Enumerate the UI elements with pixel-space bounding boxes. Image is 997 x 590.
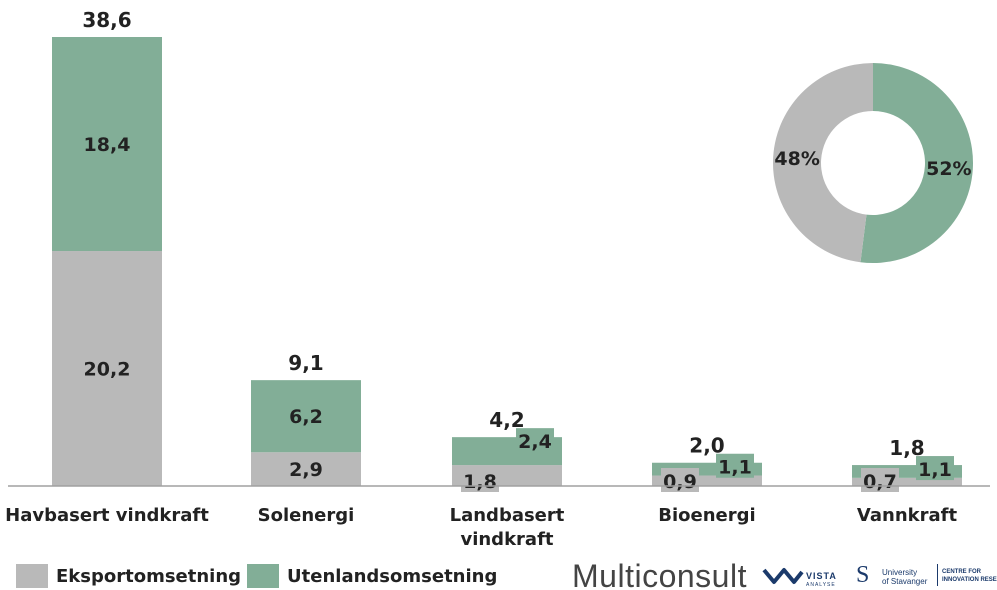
donut-label-1: 48% <box>774 148 819 170</box>
chart-area: 20,218,438,62,96,29,11,82,44,20,91,12,00… <box>5 8 990 550</box>
logo-divider <box>937 564 938 586</box>
uis-logo-line-2: of Stavanger <box>882 577 928 586</box>
cir-logo-text: CENTRE FOR INNOVATION RESEARCH <box>942 568 997 584</box>
total-label-1: 9,1 <box>288 351 323 375</box>
logo-strip: Multiconsult VISTA ANALYSE S University … <box>572 558 997 590</box>
uis-logo-line-1: University <box>882 568 918 577</box>
legend-swatch-eksport <box>16 564 48 588</box>
legend-swatch-utenlands <box>247 564 280 588</box>
label-eksport-4-box <box>861 468 899 492</box>
total-label-3: 2,0 <box>689 434 724 458</box>
label-eksport-3-box <box>661 468 699 492</box>
x-tick-label-3: Bioenergi <box>658 505 755 526</box>
label-eksport-4: 0,7 <box>863 471 897 493</box>
label-eksport-0: 20,2 <box>84 359 131 381</box>
multiconsult-logo: Multiconsult <box>572 558 747 590</box>
cir-logo-line-2: INNOVATION RESEARCH <box>942 577 997 583</box>
label-utenlands-2-box <box>516 428 554 453</box>
x-tick-label-2: Landbasert vindkraft <box>450 505 565 550</box>
donut-chart: 52% 48% <box>773 63 974 263</box>
label-utenlands-3: 1,1 <box>718 457 752 479</box>
donut-slice-1 <box>773 63 873 263</box>
uis-logo-text: University of Stavanger <box>882 568 927 586</box>
label-utenlands-0: 18,4 <box>84 134 131 156</box>
total-label-4: 1,8 <box>889 436 924 460</box>
x-axis-labels: Havbasert vindkraft Solenergi Landbasert vi… <box>5 505 957 550</box>
donut-slice-0 <box>860 63 974 263</box>
vista-logo-subtext: ANALYSE <box>806 582 836 588</box>
legend-item-utenlands: Utenlandsomsetning <box>247 564 497 588</box>
vista-logo-text: VISTA <box>806 571 837 581</box>
label-eksport-3: 0,9 <box>663 471 697 493</box>
legend-label-eksport: Eksportomsetning <box>56 565 242 587</box>
x-tick-label-1: Solenergi <box>258 505 355 526</box>
label-eksport-1: 2,9 <box>289 459 323 481</box>
x-tick-label-4: Vannkraft <box>857 505 958 526</box>
label-eksport-2-box <box>461 468 499 492</box>
bar-eksport-1 <box>251 452 361 486</box>
label-utenlands-4-box <box>916 456 954 481</box>
label-eksport-2: 1,8 <box>463 471 497 493</box>
total-label-2: 4,2 <box>489 408 524 432</box>
legend: Eksportomsetning Utenlandsomsetning <box>16 563 503 589</box>
bar-eksport-3 <box>652 475 762 486</box>
x-tick-label-0: Havbasert vindkraft <box>5 505 209 526</box>
legend-label-utenlands: Utenlandsomsetning <box>287 565 498 587</box>
bar-utenlands-1 <box>251 380 361 453</box>
bar-group: 20,218,438,62,96,29,11,82,44,20,91,12,00… <box>52 8 962 493</box>
legend-item-eksport: Eksportomsetning <box>16 564 241 588</box>
cir-logo-line-1: CENTRE FOR <box>942 569 981 575</box>
label-utenlands-3-box <box>716 453 754 478</box>
uis-logo-mark: S <box>856 562 870 588</box>
vista-logo-icon <box>762 568 804 584</box>
donut-label-0: 52% <box>926 158 971 180</box>
bar-eksport-4 <box>852 477 962 486</box>
label-utenlands-2: 2,4 <box>518 431 552 453</box>
bar-eksport-0 <box>52 251 162 486</box>
bar-utenlands-0 <box>52 37 162 252</box>
total-label-0: 38,6 <box>82 8 131 32</box>
label-utenlands-1: 6,2 <box>289 406 323 428</box>
label-utenlands-4: 1,1 <box>918 459 952 481</box>
